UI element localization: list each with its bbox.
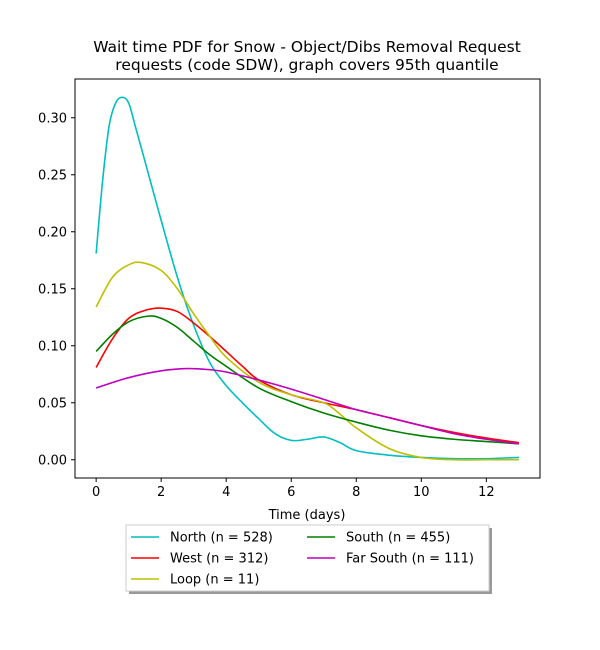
legend-label-2: Loop (n = 11)	[170, 573, 259, 588]
series-lines	[95, 96, 519, 461]
plot-area	[74, 78, 541, 479]
x-tick-label: 0	[92, 485, 100, 500]
y-tick-label: 0.25	[38, 168, 67, 183]
plot-frame	[74, 78, 541, 479]
legend-label-1: West (n = 312)	[170, 552, 268, 567]
legend-label-3: South (n = 455)	[346, 531, 450, 546]
series-line-2	[95, 261, 519, 461]
x-axis-label: Time (days)	[268, 508, 346, 523]
y-tick-label: 0.10	[38, 339, 67, 354]
y-axis: 0.00 0.05 0.10 0.15 0.20 0.25 0.30	[38, 111, 75, 468]
legend: North (n = 528) West (n = 312) Loop (n = 1…	[125, 524, 492, 594]
x-tick-label: 12	[478, 485, 495, 500]
x-axis: 0 2 4 6 8 10 12	[92, 478, 495, 500]
y-tick-label: 0.20	[38, 225, 67, 240]
chart-title: Wait time PDF for Snow - Object/Dibs Rem…	[93, 38, 521, 56]
y-tick-label: 0.15	[38, 282, 67, 297]
legend-label-0: North (n = 528)	[170, 531, 273, 546]
x-tick-label: 4	[222, 485, 230, 500]
y-tick-label: 0.05	[38, 396, 67, 411]
x-tick-label: 8	[352, 485, 360, 500]
x-tick-label: 2	[157, 485, 165, 500]
series-line-1	[95, 307, 519, 444]
series-line-0	[95, 96, 519, 460]
series-line-3	[95, 315, 519, 445]
chart-subtitle: requests (code SDW), graph covers 95th q…	[115, 56, 498, 74]
legend-label-4: Far South (n = 111)	[346, 552, 474, 567]
x-tick-label: 6	[287, 485, 295, 500]
y-tick-label: 0.30	[38, 111, 67, 126]
series-line-4	[95, 367, 519, 445]
y-tick-label: 0.00	[38, 453, 67, 468]
x-tick-label: 10	[413, 485, 430, 500]
